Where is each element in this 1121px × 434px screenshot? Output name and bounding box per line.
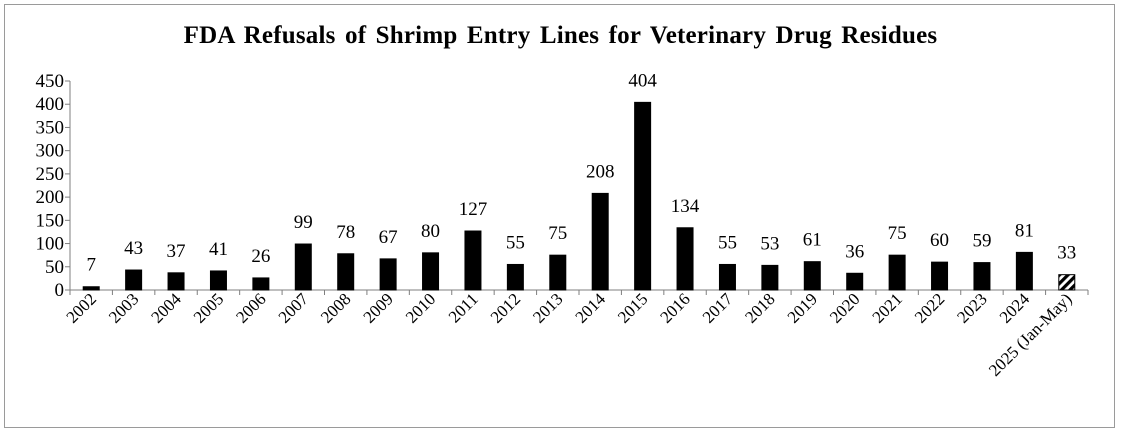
- data-label: 41: [209, 239, 228, 260]
- bar-2022: [931, 261, 949, 291]
- category-label: 2021: [868, 289, 905, 326]
- category-label: 2009: [359, 289, 396, 326]
- data-label: 75: [548, 223, 567, 244]
- category-label: 2013: [529, 289, 566, 326]
- data-label: 59: [972, 231, 991, 252]
- bar-2011: [464, 230, 482, 291]
- bar-2003: [125, 269, 143, 291]
- chart-title: FDA Refusals of Shrimp Entry Lines for V…: [183, 22, 938, 49]
- category-labels: 2002 2003 2004 2005 2006 2007 2008 2009 2010 2011…: [63, 289, 1076, 380]
- data-label: 60: [930, 230, 949, 251]
- bar-2019: [803, 261, 821, 291]
- data-label: 127: [459, 199, 488, 220]
- bar-2017: [718, 263, 736, 291]
- data-label: 75: [888, 223, 907, 244]
- data-label: 55: [506, 232, 525, 253]
- data-label: 67: [379, 227, 398, 248]
- y-tick-label: 350: [36, 117, 65, 138]
- category-label: 2002: [63, 289, 100, 326]
- bar-2005: [209, 270, 227, 291]
- y-tick-label: 450: [36, 71, 65, 92]
- category-label: 2005: [190, 289, 227, 326]
- bar-2008: [337, 253, 355, 291]
- bar-2009: [379, 258, 397, 291]
- bar-2013: [549, 254, 567, 291]
- data-label: 404: [628, 70, 657, 91]
- y-tick-label: 100: [36, 234, 65, 255]
- bar-2024: [1015, 251, 1033, 291]
- data-labels: 7 43 37 41 26 99 78 67 80 127 55 75 208 404 134 55 53 61 3…: [86, 70, 1076, 275]
- category-label: 2014: [572, 289, 610, 327]
- bar-2018: [761, 264, 779, 291]
- category-label: 2016: [656, 289, 693, 326]
- y-tick-label: 150: [36, 210, 65, 231]
- bar-2015: [634, 101, 652, 291]
- bar-2023: [973, 262, 991, 291]
- category-label: 2015: [614, 289, 651, 326]
- data-label: 208: [586, 161, 615, 182]
- category-label: 2011: [445, 289, 482, 326]
- bar-2010: [422, 252, 440, 291]
- y-tick-label: 200: [36, 187, 65, 208]
- bars: [82, 101, 1076, 291]
- bar-2016: [676, 227, 694, 291]
- bar-2004: [167, 272, 185, 291]
- chart-frame: [4, 4, 1115, 428]
- category-label: 2024: [996, 289, 1034, 327]
- data-label: 7: [86, 255, 96, 276]
- bar-2020: [846, 272, 864, 291]
- bar-2007: [294, 243, 312, 291]
- category-label: 2017: [699, 289, 737, 327]
- bar-2014: [591, 192, 609, 291]
- bar-2021: [888, 254, 906, 291]
- category-label: 2018: [741, 289, 778, 326]
- category-label: 2019: [784, 289, 821, 326]
- data-label: 37: [167, 241, 186, 262]
- y-tick-label: 250: [36, 164, 65, 185]
- y-tick-label: 400: [36, 94, 65, 115]
- category-label: 2020: [826, 289, 863, 326]
- data-label: 53: [760, 233, 779, 254]
- data-label: 55: [718, 232, 737, 253]
- category-label: 2003: [105, 289, 142, 326]
- data-label: 26: [251, 246, 270, 267]
- category-label: 2006: [232, 289, 269, 326]
- data-label: 80: [421, 221, 440, 242]
- y-tick-label: 300: [36, 141, 65, 162]
- category-label: 2008: [317, 289, 354, 326]
- y-tick-label: 0: [55, 280, 65, 301]
- data-label: 43: [124, 238, 143, 259]
- category-label: 2010: [402, 289, 439, 326]
- data-label: 33: [1057, 243, 1076, 264]
- y-tick-label: 50: [45, 257, 64, 278]
- bar-2012: [506, 263, 524, 291]
- data-label: 81: [1015, 220, 1034, 241]
- category-label: 2004: [147, 289, 185, 327]
- data-label: 36: [845, 241, 864, 262]
- category-label: 2007: [275, 289, 313, 327]
- category-label: 2012: [487, 289, 524, 326]
- category-label: 2023: [953, 289, 990, 326]
- bar-2002: [82, 286, 100, 291]
- data-label: 61: [803, 230, 822, 251]
- data-label: 99: [294, 212, 313, 233]
- bar-2025: [1058, 274, 1076, 291]
- category-label: 2022: [911, 289, 948, 326]
- data-label: 78: [336, 222, 355, 243]
- data-label: 134: [671, 196, 700, 217]
- bar-2006: [252, 277, 270, 291]
